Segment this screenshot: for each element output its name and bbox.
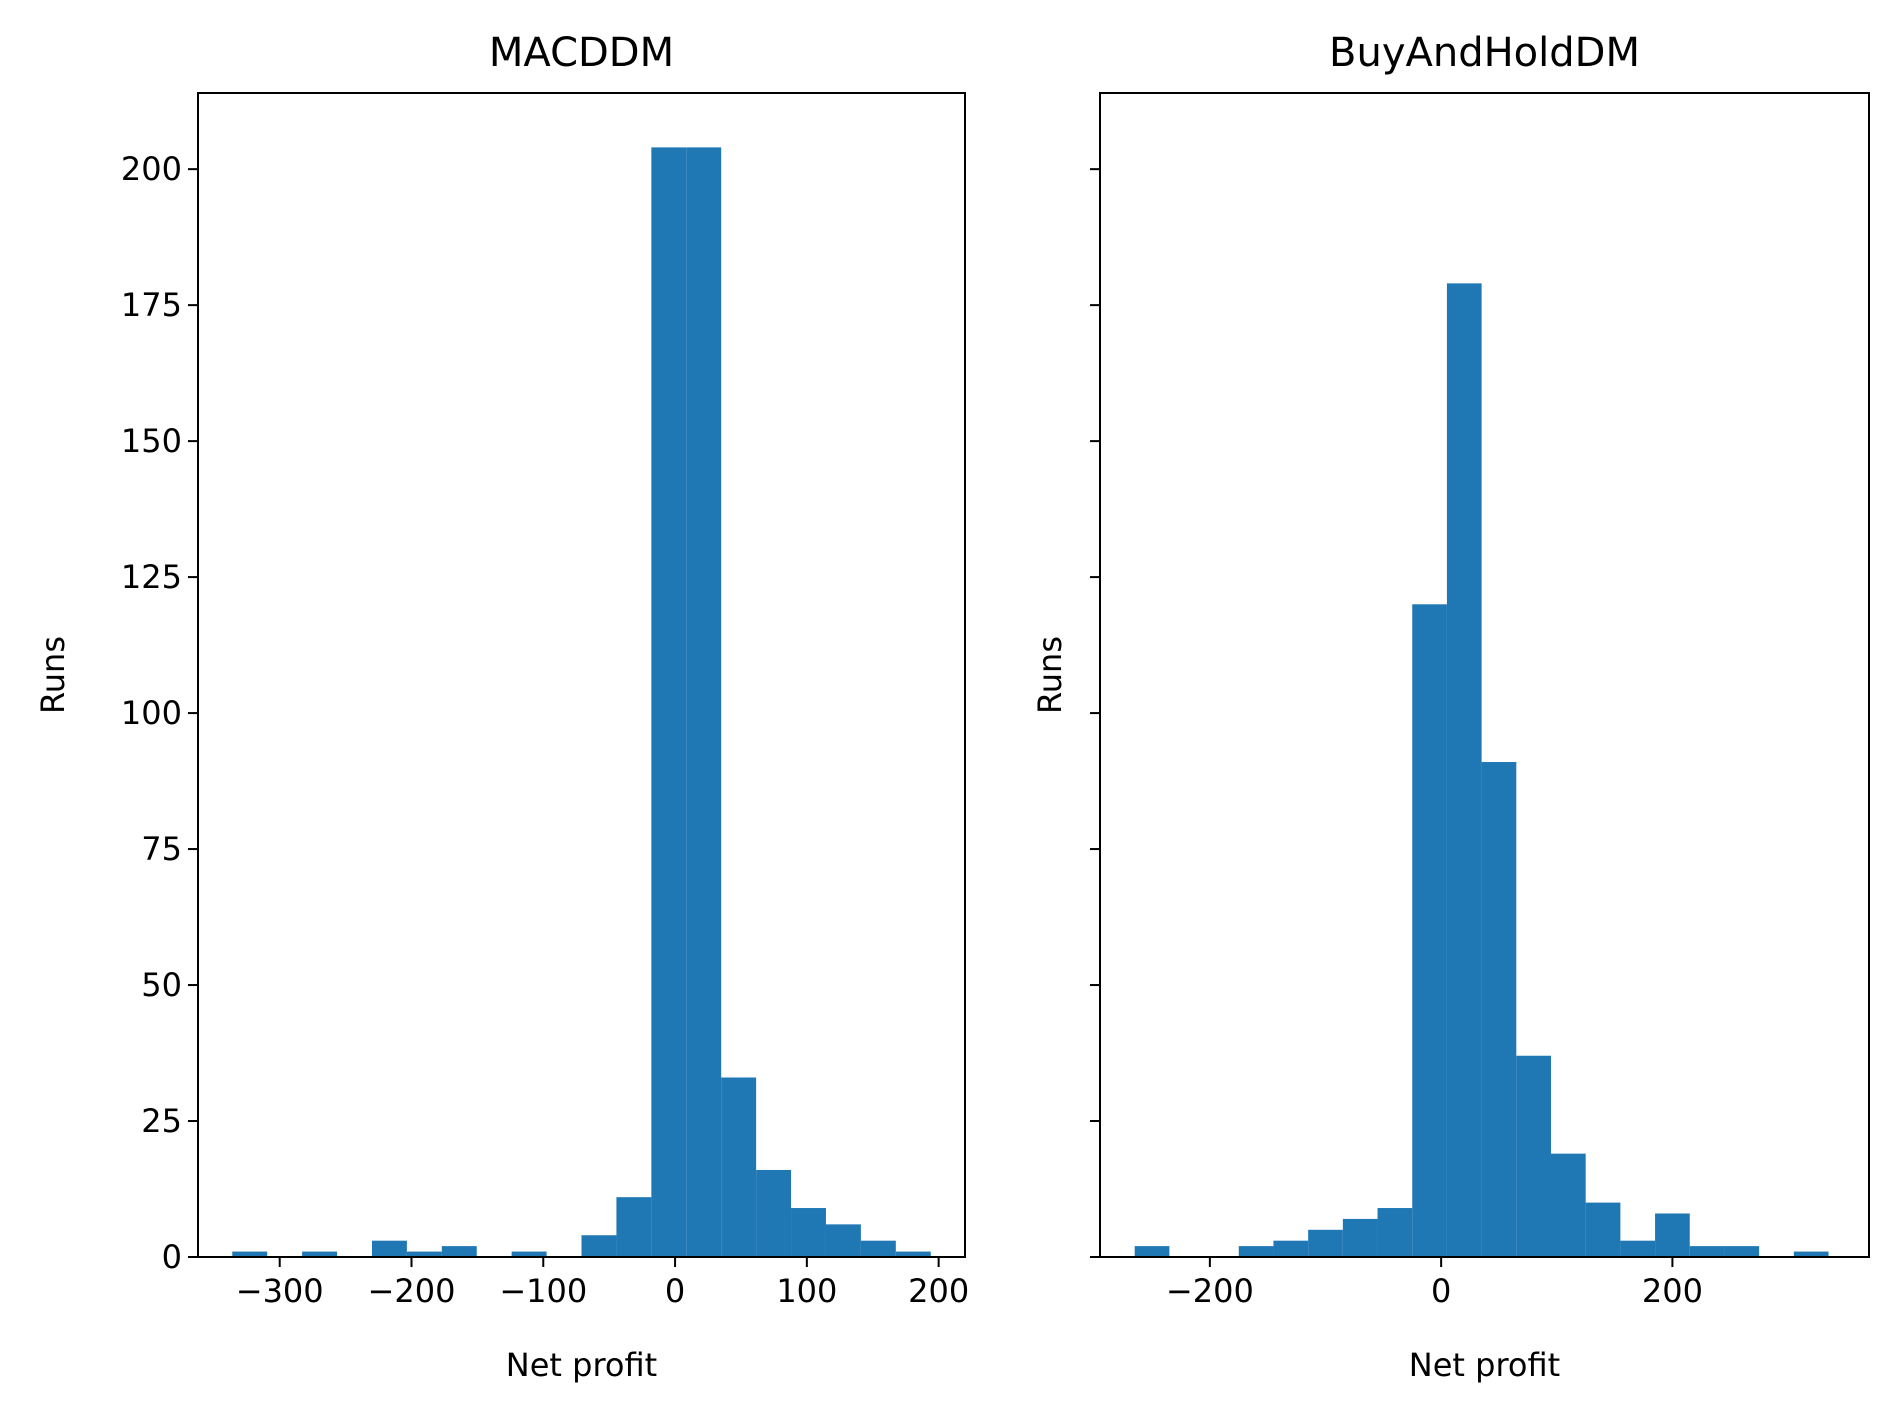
histogram-bar	[1516, 1055, 1551, 1257]
histogram-bar	[302, 1251, 338, 1257]
x-axis-ticks: −200 0 200	[1166, 1257, 1703, 1310]
histogram-bar	[860, 1240, 896, 1257]
x-tick-label: 100	[776, 1272, 837, 1310]
panel-buyandholddm: BuyAndHoldDM −200 0 200 Net profit Runs	[1031, 30, 1870, 1384]
y-tick-label: 0	[162, 1238, 182, 1276]
histogram-bar	[756, 1169, 792, 1257]
bar-group	[1134, 283, 1829, 1257]
histogram-bar	[1620, 1240, 1656, 1257]
y-tick-label: 150	[121, 422, 182, 460]
histogram-bar	[1342, 1218, 1378, 1257]
y-tick-label: 200	[121, 150, 182, 188]
x-tick-label: 200	[1642, 1272, 1703, 1310]
histogram-bar	[895, 1251, 931, 1257]
x-axis-ticks: −300 −200 −100 0 100 200	[236, 1257, 969, 1310]
histogram-bar	[441, 1246, 477, 1257]
histogram-bar	[1793, 1251, 1829, 1257]
histogram-bar	[686, 147, 722, 1257]
histogram-bar	[1655, 1213, 1690, 1257]
x-tick-label: −200	[1166, 1272, 1254, 1310]
y-axis-ticks	[1090, 168, 1100, 1258]
histogram-bar	[406, 1251, 442, 1257]
y-tick-label: 75	[141, 830, 182, 868]
histogram-bar	[1308, 1229, 1343, 1257]
y-tick-label: 100	[121, 694, 182, 732]
y-tick-label: 50	[141, 966, 182, 1004]
histogram-bar	[651, 147, 687, 1257]
histogram-bar	[511, 1251, 547, 1257]
histogram-bar	[1412, 604, 1447, 1257]
histogram-bar	[371, 1240, 407, 1257]
y-tick-label: 125	[121, 558, 182, 596]
y-axis-ticks: 0 25 50 75 100 125 150 175 200	[121, 150, 198, 1276]
plot-frame	[1099, 92, 1870, 1258]
histogram-bar	[1724, 1246, 1760, 1257]
x-tick-label: −200	[368, 1272, 456, 1310]
histogram-bar	[1134, 1246, 1170, 1257]
y-axis-label: Runs	[34, 636, 72, 714]
x-tick-label: −100	[499, 1272, 587, 1310]
x-axis-label: Net profit	[1409, 1346, 1560, 1384]
x-tick-label: −300	[236, 1272, 324, 1310]
histogram-bar	[1238, 1246, 1274, 1257]
histogram-bar	[1689, 1246, 1725, 1257]
histogram-bar	[825, 1224, 861, 1257]
panel-title: MACDDM	[489, 30, 674, 76]
histogram-bar	[616, 1197, 652, 1257]
histogram-bar	[1481, 762, 1517, 1257]
y-tick-label: 25	[141, 1102, 182, 1140]
histogram-bar	[232, 1251, 268, 1257]
panel-title: BuyAndHoldDM	[1329, 30, 1640, 76]
histogram-bar	[1550, 1153, 1586, 1257]
histogram-bar	[1377, 1208, 1413, 1257]
histogram-bar	[581, 1235, 617, 1257]
plot-frame	[197, 92, 966, 1258]
bar-group	[232, 147, 931, 1257]
y-axis-label: Runs	[1031, 636, 1069, 714]
histogram-bar	[1446, 283, 1482, 1257]
x-tick-label: 0	[1431, 1272, 1451, 1310]
x-tick-label: 200	[908, 1272, 969, 1310]
histogram-bar	[1273, 1240, 1309, 1257]
y-tick-label: 175	[121, 286, 182, 324]
histogram-bar	[791, 1208, 826, 1257]
histogram-bar	[1585, 1202, 1621, 1257]
x-tick-label: 0	[665, 1272, 685, 1310]
panel-macddm: MACDDM −300 −200 −100 0 100 200 0 25 50 75 100 125…	[34, 30, 969, 1384]
histogram-bar	[721, 1077, 757, 1257]
x-axis-label: Net profit	[506, 1346, 657, 1384]
